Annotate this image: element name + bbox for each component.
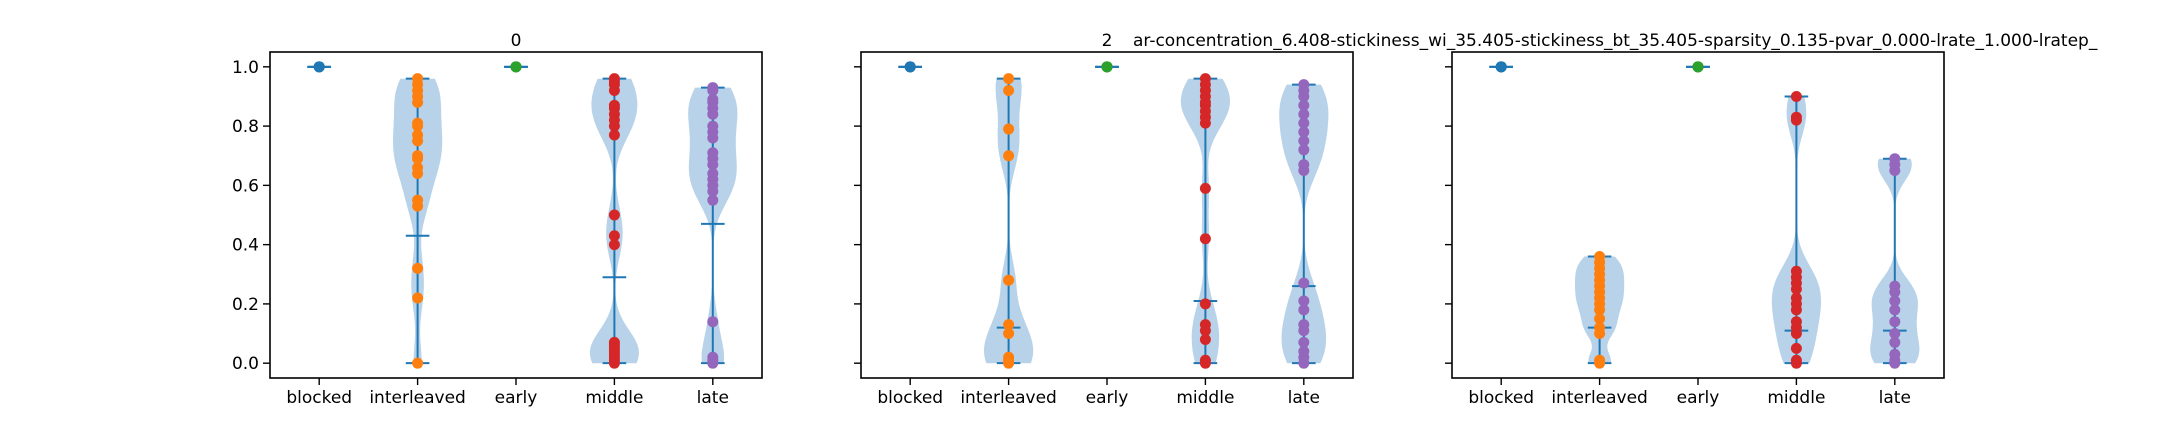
data-point-late-5 <box>1889 316 1900 327</box>
xtick-label-blocked: blocked <box>1468 388 1534 408</box>
xtick-label-early: early <box>1677 388 1720 408</box>
data-point-middle-12 <box>1791 266 1802 277</box>
data-point-interleaved-12 <box>412 118 423 129</box>
ytick-label-0-0: 0.0 <box>232 354 259 374</box>
xtick-label-late: late <box>1879 388 1911 408</box>
data-point-middle-20 <box>609 73 620 84</box>
data-point-early-2 <box>511 61 522 72</box>
data-point-interleaved-17 <box>412 73 423 84</box>
data-point-late-12 <box>1889 153 1900 164</box>
ytick-label-0-1: 0.2 <box>232 295 259 315</box>
data-point-interleaved-1 <box>412 292 423 303</box>
panel-title-0: 0 <box>511 31 522 51</box>
data-point-late-9 <box>1889 281 1900 292</box>
data-point-late-7 <box>1298 295 1309 306</box>
data-point-late-19 <box>1298 79 1309 90</box>
data-point-interleaved-2 <box>412 263 423 274</box>
data-point-middle-10 <box>609 210 620 221</box>
data-point-early-2 <box>1102 61 1113 72</box>
data-point-interleaved-2 <box>1003 352 1014 363</box>
data-point-middle-16 <box>1200 73 1211 84</box>
data-point-interleaved-9 <box>1003 73 1014 84</box>
data-point-interleaved-4 <box>1003 319 1014 330</box>
xtick-label-middle: middle <box>1176 388 1234 408</box>
data-point-interleaved-14 <box>1594 251 1605 262</box>
data-point-interleaved-5 <box>1003 275 1014 286</box>
data-point-blocked-2 <box>905 61 916 72</box>
data-point-interleaved-0 <box>412 358 423 369</box>
data-point-interleaved-6 <box>1003 150 1014 161</box>
data-point-middle-2 <box>1791 343 1802 354</box>
data-point-late-10 <box>1298 159 1309 170</box>
ytick-label-0-5: 1.0 <box>232 58 259 78</box>
data-point-late-3 <box>707 316 718 327</box>
data-point-late-5 <box>1298 319 1309 330</box>
data-point-blocked-2 <box>1496 61 1507 72</box>
data-point-late-4 <box>1889 328 1900 339</box>
data-point-late-11 <box>707 147 718 158</box>
data-point-middle-4 <box>1200 319 1211 330</box>
data-point-interleaved-1 <box>1594 355 1605 366</box>
data-point-middle-9 <box>609 230 620 241</box>
ytick-label-0-2: 0.4 <box>232 236 259 256</box>
data-point-middle-16 <box>609 100 620 111</box>
xtick-label-late: late <box>1288 388 1320 408</box>
xtick-label-middle: middle <box>585 388 643 408</box>
data-point-early-2 <box>1693 61 1704 72</box>
data-point-middle-7 <box>1200 183 1211 194</box>
data-point-late-2 <box>1889 349 1900 360</box>
data-point-blocked-2 <box>314 61 325 72</box>
data-point-middle-6 <box>1200 233 1211 244</box>
xtick-label-interleaved: interleaved <box>369 388 466 408</box>
data-point-middle-1 <box>1791 355 1802 366</box>
data-point-late-2 <box>707 352 718 363</box>
data-point-middle-5 <box>1791 316 1802 327</box>
figure-suptitle: ar-concentration_6.408-stickiness_wi_35.… <box>1133 31 2098 51</box>
xtick-label-early: early <box>1086 388 1129 408</box>
data-point-late-14 <box>707 121 718 132</box>
data-point-late-3 <box>1298 337 1309 348</box>
xtick-label-interleaved: interleaved <box>1551 388 1648 408</box>
xtick-label-early: early <box>495 388 538 408</box>
data-point-middle-5 <box>1200 298 1211 309</box>
data-point-middle-7 <box>609 337 620 348</box>
data-point-interleaved-7 <box>1003 124 1014 135</box>
xtick-label-blocked: blocked <box>877 388 943 408</box>
xtick-label-blocked: blocked <box>286 388 352 408</box>
data-point-middle-14 <box>1791 112 1802 123</box>
data-point-interleaved-8 <box>1003 85 1014 96</box>
data-point-late-8 <box>1298 278 1309 289</box>
data-point-interleaved-4 <box>412 195 423 206</box>
data-point-interleaved-8 <box>412 150 423 161</box>
data-point-middle-15 <box>1791 91 1802 102</box>
data-point-middle-1 <box>1200 355 1211 366</box>
panel-title-1: 2 <box>1102 31 1113 51</box>
data-point-late-20 <box>707 82 718 93</box>
xtick-label-middle: middle <box>1767 388 1825 408</box>
ytick-label-0-4: 0.8 <box>232 117 259 137</box>
xtick-label-interleaved: interleaved <box>960 388 1057 408</box>
xtick-label-late: late <box>697 388 729 408</box>
ytick-label-0-3: 0.6 <box>232 176 259 196</box>
